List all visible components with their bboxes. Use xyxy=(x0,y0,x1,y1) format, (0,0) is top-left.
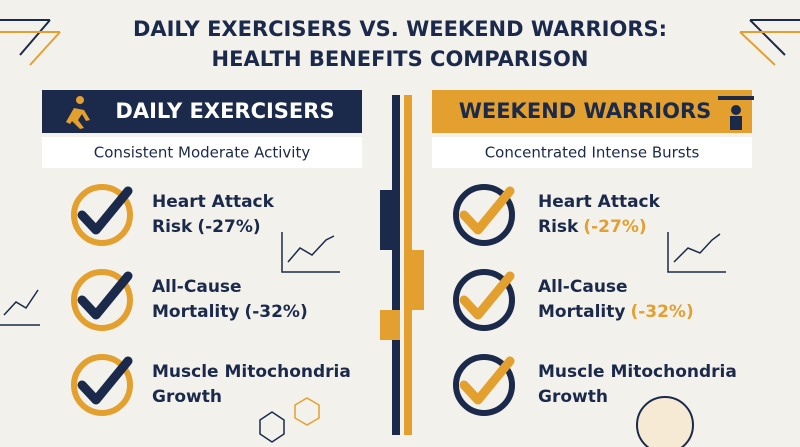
subtitle-box xyxy=(42,137,362,168)
column-header: WEEKEND WARRIORS xyxy=(459,99,712,123)
item-line: Heart Attack xyxy=(538,192,661,212)
item-line: Muscle Mitochondria xyxy=(538,362,737,382)
item-line: Heart Attack xyxy=(152,192,275,212)
header-box xyxy=(42,90,362,133)
item-text: Risk (-27%) xyxy=(152,217,261,237)
check-ring xyxy=(453,184,515,246)
check-mark xyxy=(77,356,133,405)
check-ring xyxy=(71,184,133,246)
weightlifter-icon xyxy=(718,96,754,130)
item-text: Risk (-27%) xyxy=(538,217,647,237)
item-stat: (-27%) xyxy=(583,217,646,237)
item-line: Risk xyxy=(152,217,193,237)
check-mark xyxy=(459,356,515,405)
check-ring xyxy=(453,354,515,416)
item-text: Muscle Mitochondria xyxy=(538,362,737,382)
check-ring xyxy=(71,269,133,331)
column-header: DAILY EXERCISERS xyxy=(115,99,334,123)
item-text: Mortality (-32%) xyxy=(152,302,308,322)
corner-lines xyxy=(0,19,800,56)
divider xyxy=(380,95,424,435)
check-mark xyxy=(77,186,133,235)
title-line: DAILY EXERCISERS VS. WEEKEND WARRIORS: xyxy=(133,17,667,41)
column-subtitle: Consistent Moderate Activity xyxy=(94,144,311,162)
runner-icon xyxy=(66,96,90,129)
corner-lines xyxy=(0,31,800,66)
decor-cell xyxy=(636,396,694,447)
decor-chart xyxy=(0,232,726,326)
check-ring xyxy=(453,269,515,331)
decor-molecule xyxy=(259,397,320,443)
item-text: All-Cause xyxy=(538,277,628,297)
check-mark xyxy=(459,186,515,235)
item-stat: (-32%) xyxy=(244,302,307,322)
item-line: Mortality xyxy=(152,302,239,322)
item-text: Mortality (-32%) xyxy=(538,302,694,322)
item-line: Mortality xyxy=(538,302,625,322)
item-text: Heart Attack xyxy=(152,192,275,212)
item-text: Growth xyxy=(538,387,608,407)
item-line: All-Cause xyxy=(152,277,242,297)
item-line: All-Cause xyxy=(538,277,628,297)
item-line: Muscle Mitochondria xyxy=(152,362,351,382)
item-text: All-Cause xyxy=(152,277,242,297)
subtitle-box xyxy=(432,137,752,168)
item-text: Muscle Mitochondria xyxy=(152,362,351,382)
check-ring xyxy=(71,354,133,416)
check-mark xyxy=(77,271,133,320)
check-mark xyxy=(459,271,515,320)
item-stat: (-32%) xyxy=(630,302,693,322)
column-subtitle: Concentrated Intense Bursts xyxy=(485,144,700,162)
item-stat: (-27%) xyxy=(197,217,260,237)
item-line: Growth xyxy=(538,387,608,407)
item-line: Growth xyxy=(152,387,222,407)
item-text: Heart Attack xyxy=(538,192,661,212)
item-text: Growth xyxy=(152,387,222,407)
title-line: HEALTH BENEFITS COMPARISON xyxy=(212,47,589,71)
header-box xyxy=(432,90,752,133)
item-line: Risk xyxy=(538,217,579,237)
